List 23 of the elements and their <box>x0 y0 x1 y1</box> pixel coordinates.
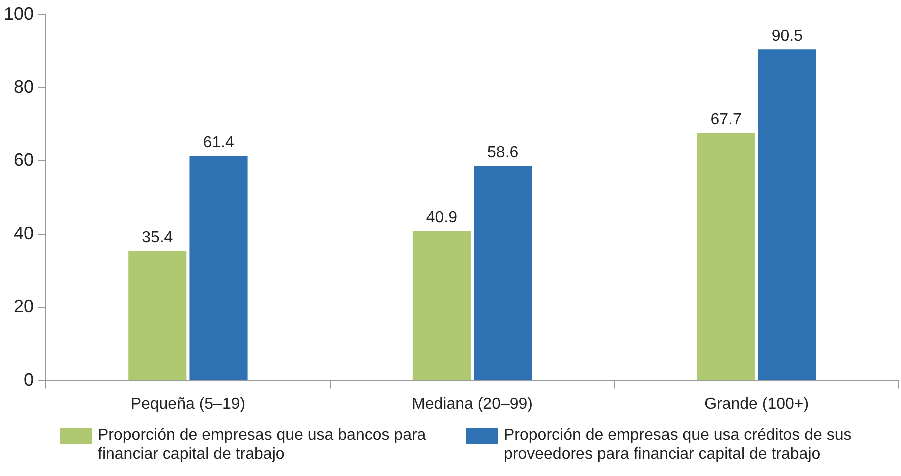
y-tick-label: 60 <box>14 150 34 170</box>
x-tick-label: Grande (100+) <box>704 396 810 413</box>
y-tick-label: 100 <box>4 4 34 24</box>
y-tick-label: 20 <box>14 296 34 317</box>
y-tick-label: 0 <box>24 370 34 390</box>
x-tick-label: Pequeña (5–19) <box>130 396 246 413</box>
x-tick-label: Mediana (20–99) <box>412 396 533 413</box>
data-label: 67.7 <box>710 111 742 128</box>
data-label: 35.4 <box>142 230 174 247</box>
bar <box>128 251 187 380</box>
bar <box>697 133 756 380</box>
legend-label: Proporción de empresas que usa créditos de sus proveedores para financiar capital de trabajo <box>504 426 853 464</box>
bar <box>190 156 248 380</box>
data-label: 58.6 <box>488 144 519 162</box>
bar <box>412 231 471 380</box>
y-tick-label: 40 <box>14 223 34 244</box>
data-label: 61.4 <box>203 134 234 152</box>
y-tick-label: 80 <box>14 76 34 97</box>
data-label: 40.9 <box>426 210 458 227</box>
bar <box>474 166 532 380</box>
data-label: 90.5 <box>772 28 804 45</box>
bar <box>758 50 816 380</box>
legend-label: Proporción de empresas que usa bancos para financiar capital de trabajo <box>98 426 428 464</box>
